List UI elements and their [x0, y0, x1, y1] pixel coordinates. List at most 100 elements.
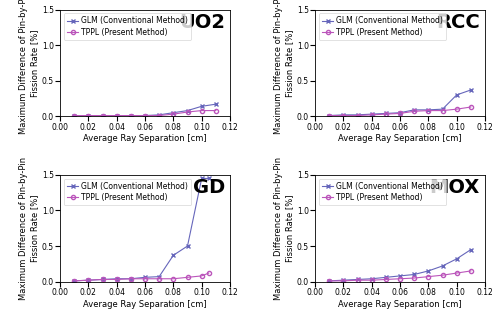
TPPL (Present Method) [170, 112, 176, 116]
GLM (Conventional Method) [213, 102, 219, 106]
GLM (Conventional Method) [156, 275, 162, 278]
GLM (Conventional Method) [206, 177, 212, 180]
GLM (Conventional Method) [170, 111, 176, 115]
TPPL (Present Method) [440, 109, 446, 113]
Line: TPPL (Present Method): TPPL (Present Method) [72, 271, 211, 283]
TPPL (Present Method) [326, 279, 332, 283]
GLM (Conventional Method) [411, 273, 417, 276]
GLM (Conventional Method) [426, 269, 432, 273]
TPPL (Present Method) [86, 114, 91, 117]
TPPL (Present Method) [354, 278, 360, 282]
Line: GLM (Conventional Method): GLM (Conventional Method) [327, 88, 473, 118]
Line: GLM (Conventional Method): GLM (Conventional Method) [72, 102, 218, 118]
Text: GD: GD [192, 178, 225, 197]
X-axis label: Average Ray Separation [cm]: Average Ray Separation [cm] [83, 300, 207, 308]
GLM (Conventional Method) [354, 113, 360, 117]
TPPL (Present Method) [213, 109, 219, 113]
GLM (Conventional Method) [114, 277, 119, 281]
GLM (Conventional Method) [411, 108, 417, 112]
Line: TPPL (Present Method): TPPL (Present Method) [327, 269, 473, 283]
Line: TPPL (Present Method): TPPL (Present Method) [72, 108, 218, 118]
GLM (Conventional Method) [198, 104, 204, 108]
Line: GLM (Conventional Method): GLM (Conventional Method) [72, 176, 211, 283]
Y-axis label: Maximum Difference of Pin-by-Pin
Fission Rate [%]: Maximum Difference of Pin-by-Pin Fission… [274, 157, 294, 300]
GLM (Conventional Method) [368, 277, 374, 281]
X-axis label: Average Ray Separation [cm]: Average Ray Separation [cm] [338, 134, 462, 143]
TPPL (Present Method) [184, 110, 190, 114]
TPPL (Present Method) [326, 114, 332, 117]
GLM (Conventional Method) [397, 274, 403, 278]
Y-axis label: Maximum Difference of Pin-by-Pin
Fission Rate [%]: Maximum Difference of Pin-by-Pin Fission… [274, 0, 294, 134]
Legend: GLM (Conventional Method), TPPL (Present Method): GLM (Conventional Method), TPPL (Present… [319, 13, 446, 40]
TPPL (Present Method) [397, 111, 403, 115]
TPPL (Present Method) [468, 105, 474, 109]
TPPL (Present Method) [426, 275, 432, 278]
Legend: GLM (Conventional Method), TPPL (Present Method): GLM (Conventional Method), TPPL (Present… [64, 13, 192, 40]
GLM (Conventional Method) [128, 114, 134, 117]
TPPL (Present Method) [198, 109, 204, 113]
GLM (Conventional Method) [468, 88, 474, 92]
Text: RCC: RCC [436, 13, 480, 32]
TPPL (Present Method) [114, 277, 119, 281]
GLM (Conventional Method) [368, 112, 374, 116]
GLM (Conventional Method) [142, 276, 148, 279]
TPPL (Present Method) [440, 273, 446, 277]
TPPL (Present Method) [198, 274, 204, 278]
TPPL (Present Method) [128, 277, 134, 281]
Line: TPPL (Present Method): TPPL (Present Method) [327, 105, 473, 118]
TPPL (Present Method) [426, 109, 432, 113]
GLM (Conventional Method) [156, 113, 162, 117]
GLM (Conventional Method) [397, 111, 403, 115]
TPPL (Present Method) [114, 114, 119, 117]
TPPL (Present Method) [71, 114, 77, 117]
TPPL (Present Method) [454, 107, 460, 111]
GLM (Conventional Method) [71, 114, 77, 117]
GLM (Conventional Method) [100, 114, 105, 117]
Y-axis label: Maximum Difference of Pin-by-Pin
Fission Rate [%]: Maximum Difference of Pin-by-Pin Fission… [20, 157, 39, 300]
Line: GLM (Conventional Method): GLM (Conventional Method) [327, 247, 473, 283]
GLM (Conventional Method) [440, 107, 446, 111]
GLM (Conventional Method) [383, 111, 389, 115]
GLM (Conventional Method) [142, 114, 148, 117]
X-axis label: Average Ray Separation [cm]: Average Ray Separation [cm] [83, 134, 207, 143]
TPPL (Present Method) [156, 277, 162, 281]
GLM (Conventional Method) [114, 114, 119, 117]
Text: MOX: MOX [430, 178, 480, 197]
TPPL (Present Method) [368, 278, 374, 282]
TPPL (Present Method) [383, 277, 389, 281]
TPPL (Present Method) [142, 114, 148, 117]
GLM (Conventional Method) [383, 276, 389, 279]
X-axis label: Average Ray Separation [cm]: Average Ray Separation [cm] [338, 300, 462, 308]
TPPL (Present Method) [128, 114, 134, 117]
TPPL (Present Method) [340, 279, 346, 283]
TPPL (Present Method) [411, 109, 417, 113]
GLM (Conventional Method) [326, 114, 332, 117]
TPPL (Present Method) [142, 277, 148, 281]
GLM (Conventional Method) [340, 113, 346, 117]
Y-axis label: Maximum Difference of Pin-by-Pin
Fission Rate [%]: Maximum Difference of Pin-by-Pin Fission… [20, 0, 39, 134]
Legend: GLM (Conventional Method), TPPL (Present Method): GLM (Conventional Method), TPPL (Present… [319, 179, 446, 205]
TPPL (Present Method) [411, 276, 417, 280]
TPPL (Present Method) [71, 279, 77, 283]
TPPL (Present Method) [100, 277, 105, 281]
GLM (Conventional Method) [440, 264, 446, 268]
GLM (Conventional Method) [100, 277, 105, 281]
GLM (Conventional Method) [326, 279, 332, 283]
GLM (Conventional Method) [184, 244, 190, 248]
TPPL (Present Method) [397, 277, 403, 281]
GLM (Conventional Method) [71, 279, 77, 283]
GLM (Conventional Method) [426, 108, 432, 112]
Text: UO2: UO2 [179, 13, 225, 32]
GLM (Conventional Method) [198, 177, 204, 180]
GLM (Conventional Method) [128, 277, 134, 281]
TPPL (Present Method) [368, 113, 374, 117]
GLM (Conventional Method) [354, 277, 360, 281]
TPPL (Present Method) [184, 276, 190, 279]
TPPL (Present Method) [156, 114, 162, 117]
GLM (Conventional Method) [468, 248, 474, 252]
TPPL (Present Method) [100, 114, 105, 117]
GLM (Conventional Method) [86, 114, 91, 117]
TPPL (Present Method) [206, 271, 212, 275]
TPPL (Present Method) [454, 271, 460, 275]
GLM (Conventional Method) [454, 257, 460, 261]
